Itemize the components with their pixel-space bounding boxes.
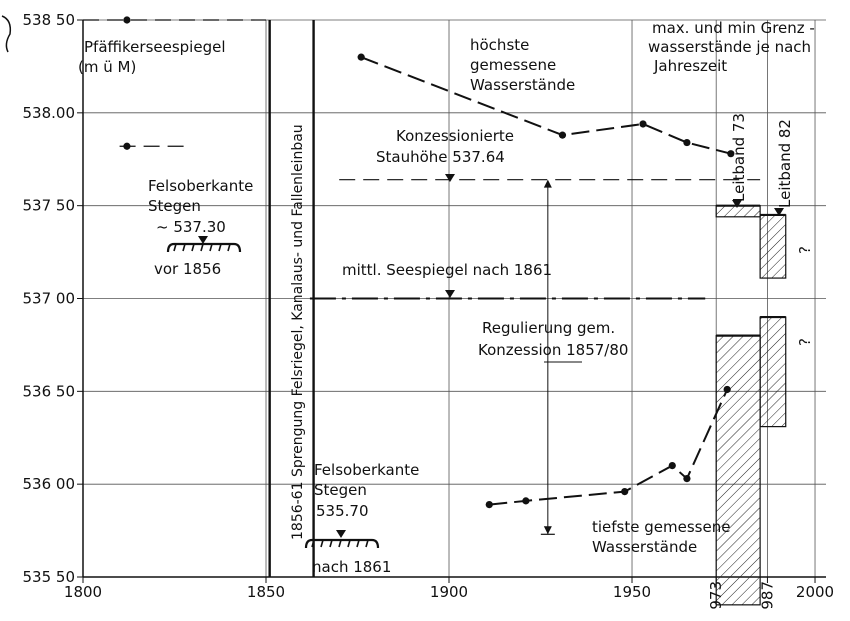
- isolated-point-1: [123, 142, 131, 150]
- annotation-konzession-1: Konzessionierte: [396, 127, 514, 145]
- isolated-point-0: [123, 16, 131, 24]
- bedrock-bracket-vor-1856: [166, 242, 242, 253]
- band-0-group-0: [715, 205, 761, 218]
- y-tick-label-6: 535 50: [23, 568, 76, 586]
- series-line-0: [360, 56, 732, 155]
- series-0-point-0: [357, 53, 365, 61]
- leitband-73-label: Leitband 73: [730, 113, 748, 202]
- y-tick-label-5: 536 00: [23, 475, 76, 493]
- series-0-point-2: [639, 120, 647, 128]
- reference-label-pfaeffikersee: Pfäffikerseespiegel: [84, 38, 226, 56]
- level-triangle-felso1: [198, 236, 208, 244]
- annotation-maxmin-3: Jahreszeit: [653, 57, 727, 75]
- x-tick-label-0: 1800: [64, 583, 102, 601]
- bedrock-bracket-vor-1856-tooth: [200, 243, 204, 252]
- bedrock-bracket-nach-1861-tooth: [365, 539, 369, 548]
- bedrock-bracket-vor-1856-tooth: [182, 243, 186, 252]
- question-mark-1: ?: [796, 246, 814, 254]
- level-triangle-leitband-73: [732, 200, 742, 208]
- annotation-hoechste-1: höchste: [470, 36, 529, 54]
- series-0-point-3: [683, 138, 691, 147]
- bedrock-bracket-vor-1856-tooth: [227, 243, 231, 252]
- x-tick-label-5: 987: [758, 581, 776, 610]
- annotation-felso1-1: Felsoberkante: [148, 177, 253, 195]
- series-1-point-4: [683, 474, 691, 483]
- annotation-hoechste-3: Wasserstände: [470, 76, 575, 94]
- series-0-point-4: [727, 150, 735, 158]
- band-1-group-0: [759, 214, 787, 279]
- band-0-group-1: [715, 335, 761, 606]
- x-tick-label-2: 1900: [430, 583, 468, 601]
- series-lines: [123, 16, 735, 509]
- bedrock-bracket-nach-1861-tooth: [347, 539, 351, 548]
- x-axis-ticks: 18001850190019509739872000: [64, 577, 834, 610]
- annotation-regul-2: Konzession 1857/80: [478, 341, 628, 359]
- series-0-point-1: [558, 131, 567, 139]
- y-tick-label-2: 537 50: [23, 197, 76, 215]
- bedrock-bracket-nach-1861-tooth: [338, 539, 342, 548]
- arrows: [540, 179, 555, 535]
- x-tick-label-3: 1950: [613, 583, 651, 601]
- x-tick-label-6: 2000: [796, 583, 834, 601]
- bedrock-bracket-vor-1856-tooth: [218, 243, 222, 252]
- bedrock-bracket-vor-1856-tooth: [209, 243, 213, 252]
- arrow-head-bottom-0: [543, 526, 552, 535]
- arrow-head-top-0: [543, 179, 552, 188]
- bedrock-bracket-vor-1856-tooth: [191, 243, 195, 252]
- annotation-regul-1: Regulierung gem.: [482, 319, 615, 337]
- annotation-felso1-3: ~ 537.30: [156, 218, 226, 236]
- annotation-felso2-1: Felsoberkante: [314, 461, 419, 479]
- reference-lines: [83, 19, 761, 300]
- level-triangle-konzession: [445, 174, 455, 182]
- annotation-hoechste-2: gemessene: [470, 56, 556, 74]
- annotation-tiefste-1: tiefste gemessene: [592, 518, 730, 536]
- y-tick-label-3: 537 00: [23, 290, 76, 308]
- vertical-events: [268, 20, 315, 577]
- bedrock-bracket-nach-1861: [304, 538, 380, 549]
- leitband-82-label: Leitband 82: [776, 119, 794, 208]
- annotations: Pfäffikerseespiegel (m ü M) höchste geme…: [78, 19, 815, 576]
- series-1-point-5: [723, 385, 731, 394]
- annotation-felso2-2: Stegen: [314, 481, 367, 499]
- annotation-felso2-4: nach 1861: [312, 558, 391, 576]
- annotation-felso1-4: vor 1856: [154, 260, 221, 278]
- question-mark-2: ?: [796, 338, 814, 346]
- band-1-group-1: [759, 316, 787, 428]
- bedrock-bracket-nach-1861-tooth: [320, 539, 324, 548]
- bedrock-bracket-nach-1861-tooth: [329, 539, 333, 548]
- margin-bracket: [1, 15, 12, 53]
- series-1-point-2: [621, 487, 629, 496]
- bedrock-bracket-vor-1856-tooth: [173, 243, 177, 252]
- series-1-point-1: [522, 497, 530, 505]
- level-triangle-felso2: [336, 530, 346, 538]
- bedrock-bracket-nach-1861-tooth: [311, 539, 315, 548]
- reference-unit: (m ü M): [78, 58, 136, 76]
- y-axis-ticks: 538 50 538.00 537 50 537 00 536 50 536 00 535 …: [23, 11, 83, 586]
- vertical-event-label: 1856-61 Sprengung Felsriegel, Kanalaus- …: [290, 124, 306, 540]
- y-tick-label-1: 538.00: [23, 104, 76, 122]
- series-line-1: [489, 389, 729, 506]
- annotation-felso1-2: Stegen: [148, 197, 201, 215]
- leitband-bands: [715, 204, 787, 606]
- annotation-maxmin-1: max. und min Grenz -: [652, 19, 815, 37]
- annotation-tiefste-2: Wasserstände: [592, 538, 697, 556]
- annotation-mittl: mittl. Seespiegel nach 1861: [342, 261, 552, 279]
- bedrock-bracket-nach-1861-tooth: [356, 539, 360, 548]
- level-triangle-leitband-82: [774, 208, 784, 216]
- annotation-konzession-2: Stauhöhe 537.64: [376, 148, 505, 166]
- series-1-point-3: [668, 462, 676, 470]
- annotation-maxmin-2: wasserstände je nach: [648, 38, 811, 56]
- annotation-felso2-3: 535.70: [316, 502, 369, 520]
- y-tick-label-4: 536 50: [23, 382, 76, 400]
- x-tick-label-1: 1850: [247, 583, 285, 601]
- level-triangle-mittl: [445, 290, 455, 298]
- level-symbols: [166, 174, 784, 549]
- y-tick-label-0: 538 50: [23, 11, 76, 29]
- series-1-point-0: [485, 500, 493, 509]
